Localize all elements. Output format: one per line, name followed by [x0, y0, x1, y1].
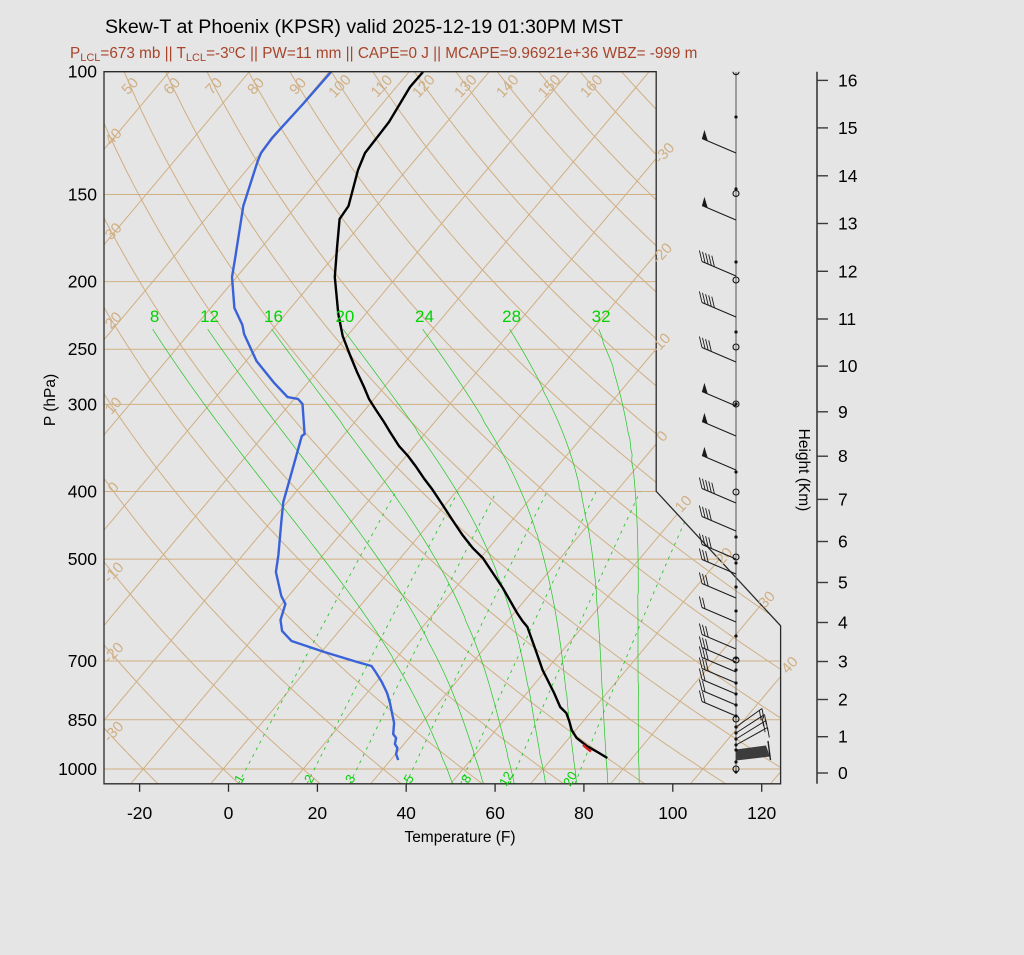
svg-text:7: 7 — [838, 489, 848, 509]
svg-text:-20: -20 — [127, 803, 153, 823]
svg-text:100: 100 — [658, 803, 687, 823]
svg-text:5: 5 — [838, 573, 848, 593]
svg-text:100: 100 — [68, 62, 97, 82]
svg-text:12: 12 — [200, 307, 219, 326]
svg-text:300: 300 — [68, 394, 97, 414]
svg-text:11: 11 — [838, 309, 856, 329]
svg-text:Temperature (F): Temperature (F) — [404, 829, 515, 846]
svg-text:6: 6 — [838, 532, 848, 552]
svg-text:PLCL=673 mb || TLCL=-3oC || PW: PLCL=673 mb || TLCL=-3oC || PW=11 mm || … — [70, 44, 697, 64]
svg-text:400: 400 — [68, 482, 97, 502]
svg-text:500: 500 — [68, 549, 97, 569]
svg-text:2: 2 — [838, 690, 848, 710]
svg-text:16: 16 — [838, 70, 857, 90]
svg-text:120: 120 — [747, 803, 776, 823]
svg-text:28: 28 — [502, 307, 521, 326]
svg-text:60: 60 — [485, 803, 505, 823]
svg-text:P (hPa): P (hPa) — [42, 374, 59, 426]
svg-text:16: 16 — [264, 307, 283, 326]
svg-text:8: 8 — [838, 446, 848, 466]
svg-text:12: 12 — [838, 261, 857, 281]
svg-text:700: 700 — [68, 651, 97, 671]
svg-text:150: 150 — [68, 185, 97, 205]
svg-text:Skew-T at Phoenix (KPSR) valid: Skew-T at Phoenix (KPSR) valid 2025-12-1… — [105, 16, 623, 38]
svg-text:13: 13 — [838, 214, 857, 234]
svg-text:3: 3 — [838, 652, 848, 672]
svg-text:20: 20 — [308, 803, 328, 823]
svg-text:8: 8 — [150, 307, 159, 326]
svg-text:0: 0 — [224, 803, 234, 823]
svg-text:0: 0 — [838, 763, 848, 783]
svg-text:20: 20 — [335, 307, 354, 326]
svg-text:14: 14 — [838, 166, 858, 186]
svg-text:15: 15 — [838, 118, 857, 138]
svg-text:1: 1 — [838, 727, 848, 747]
svg-text:Height (Km): Height (Km) — [795, 429, 812, 512]
svg-text:24: 24 — [415, 307, 434, 326]
svg-text:4: 4 — [838, 613, 848, 633]
svg-text:1000: 1000 — [58, 759, 97, 779]
svg-text:850: 850 — [68, 710, 97, 730]
svg-text:80: 80 — [574, 803, 594, 823]
svg-text:200: 200 — [68, 272, 97, 292]
svg-text:10: 10 — [838, 356, 858, 376]
svg-text:250: 250 — [68, 339, 97, 359]
svg-text:32: 32 — [592, 307, 611, 326]
svg-text:9: 9 — [838, 402, 848, 422]
svg-text:40: 40 — [396, 803, 416, 823]
